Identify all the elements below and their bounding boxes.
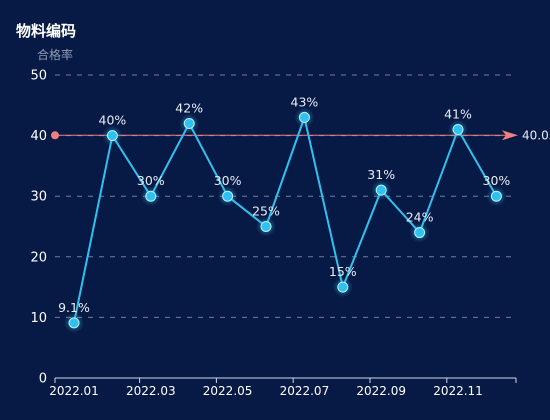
data-point [375, 184, 387, 196]
data-point [490, 190, 502, 202]
data-point [68, 317, 80, 329]
data-label: 40% [99, 113, 127, 128]
y-axis-label: 合格率 [37, 47, 73, 62]
y-tick-label: 10 [30, 311, 47, 326]
data-point [452, 124, 464, 136]
data-label: 42% [175, 100, 203, 115]
series-group: 9.1% 40% 30% 42% 30% 25% 43% 15% 31% 24% 41% 30% [58, 94, 511, 333]
data-point [414, 227, 426, 239]
x-axis: 2022.01 2022.03 2022.05 2022.07 2022.09 2022.… [49, 377, 517, 398]
x-tick-label: 2022.09 [356, 384, 406, 398]
reference-line-arrow [502, 130, 518, 141]
data-point [337, 281, 349, 293]
x-tick-label: 2022.03 [126, 384, 176, 398]
data-label: 43% [291, 94, 319, 109]
x-tick-label: 2022.07 [280, 384, 330, 398]
data-label: 30% [137, 173, 165, 188]
y-axis-ticks: 0 10 20 30 40 50 [30, 69, 47, 387]
reference-line-label: 40.05 [522, 128, 550, 142]
x-tick-label: 2022.11 [433, 384, 483, 398]
reference-line-group: 40.05 [51, 128, 550, 142]
chart-title: 物料编码 [16, 22, 77, 40]
data-point [145, 190, 157, 202]
y-tick-label: 0 [39, 372, 47, 387]
data-label: 41% [444, 107, 472, 122]
y-tick-label: 50 [30, 69, 47, 84]
data-label: 31% [367, 167, 395, 182]
data-point [183, 117, 195, 129]
x-tick-label: 2022.01 [49, 384, 99, 398]
data-point [260, 221, 272, 232]
data-point [222, 190, 234, 202]
data-label: 30% [214, 173, 242, 188]
series-line [73, 116, 498, 324]
y-tick-label: 30 [30, 190, 47, 205]
y-tick-label: 40 [30, 129, 47, 144]
data-point [298, 111, 310, 123]
x-tick-label: 2022.05 [203, 384, 253, 398]
data-label: 30% [483, 173, 511, 188]
data-label: 9.1% [58, 300, 90, 315]
reference-line-start-marker [51, 131, 59, 140]
data-point [106, 130, 118, 142]
y-tick-label: 20 [30, 250, 47, 265]
data-label: 15% [329, 264, 357, 279]
data-label: 25% [252, 204, 280, 219]
data-label: 24% [406, 210, 434, 225]
